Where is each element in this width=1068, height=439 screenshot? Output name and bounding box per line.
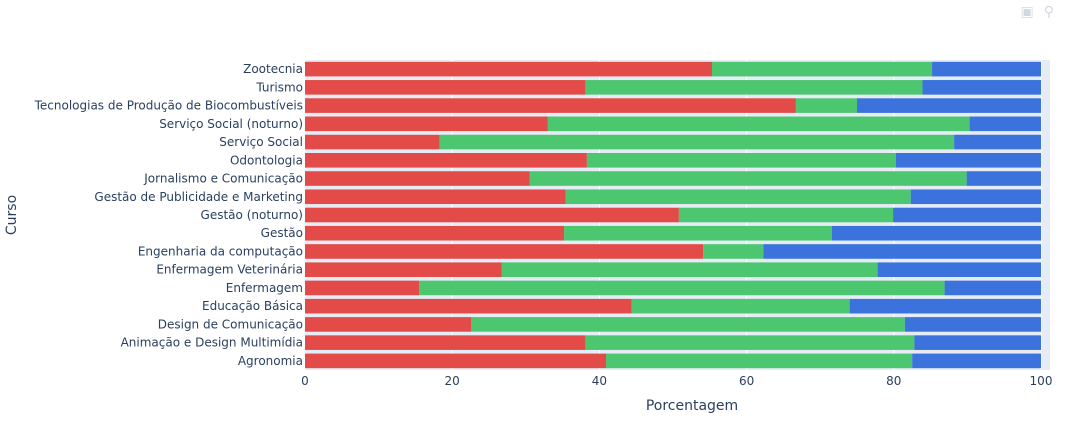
y-tick-label: Gestão (noturno)	[201, 208, 303, 222]
bar-segment	[305, 153, 587, 168]
x-axis-title: Porcentagem	[646, 398, 738, 414]
bar-segment	[857, 98, 1041, 113]
bar-segment	[893, 207, 1041, 223]
y-tick-label: Odontologia	[230, 153, 303, 167]
bar-segment	[849, 298, 1041, 314]
y-tick-label: Turismo	[255, 80, 303, 94]
y-tick-label: Engenharia da computação	[138, 244, 303, 258]
bar-segment	[922, 80, 1041, 95]
bar-segment	[305, 116, 548, 132]
y-tick-label: Gestão de Publicidade e Marketing	[94, 190, 303, 204]
bar-segment	[631, 298, 850, 314]
bar-segment	[795, 98, 857, 113]
y-tick-labels: Agronomia Animação e Design Multimídia Des…	[34, 62, 303, 368]
bar-segment	[419, 280, 945, 296]
bar-segment	[529, 171, 967, 186]
y-tick-label: Zootecnia	[243, 62, 303, 76]
y-tick-label: Enfermagem Veterinária	[156, 263, 303, 277]
bar-segment	[305, 225, 565, 241]
bar-segment	[471, 317, 905, 332]
bar-segment	[501, 262, 878, 277]
bar-segment	[896, 153, 1041, 168]
y-tick-label: Serviço Social (noturno)	[159, 117, 303, 131]
bar-segment	[305, 298, 632, 314]
bar-segment	[305, 98, 796, 113]
bar-segment	[763, 244, 1041, 259]
x-tick-label: 60	[739, 374, 754, 388]
x-tick-label: 100	[1030, 374, 1053, 388]
bar-segment	[305, 207, 679, 223]
modebar: ▣ ⚲	[1021, 4, 1055, 20]
bar-segment	[703, 244, 764, 259]
bar-segment	[305, 353, 607, 369]
bar-segment	[678, 207, 894, 223]
bar-segment	[912, 353, 1041, 369]
bar-segment	[305, 171, 530, 186]
bar-segment	[305, 317, 472, 332]
bar-segment	[305, 335, 586, 350]
x-tick-label: 20	[445, 374, 460, 388]
bar-segment	[606, 353, 913, 369]
bar-segment	[904, 317, 1041, 332]
bar-segment	[305, 262, 502, 277]
y-axis-title: Curso	[4, 195, 20, 235]
x-tick-label: 80	[886, 374, 901, 388]
y-tick-label: Gestão	[261, 226, 303, 240]
bar-segment	[305, 80, 586, 95]
bar-segment	[910, 189, 1041, 205]
bar-segment	[565, 189, 911, 205]
y-tick-label: Jornalismo e Comunicação	[143, 172, 303, 186]
bar-segment	[305, 134, 440, 150]
x-tick-label: 0	[301, 374, 309, 388]
camera-icon[interactable]: ▣	[1020, 4, 1034, 20]
bar-segment	[585, 335, 915, 350]
bar-segment	[305, 280, 420, 296]
bar-segment	[305, 244, 704, 259]
bar-segment	[547, 116, 970, 132]
bar-segment	[877, 262, 1041, 277]
x-tick-label: 40	[592, 374, 607, 388]
y-tick-label: Educação Básica	[202, 299, 303, 313]
y-tick-label: Agronomia	[238, 354, 303, 368]
bar-segment	[944, 280, 1041, 296]
x-tick-labels: 0 20 40 60 80 100	[301, 374, 1052, 388]
bar-segment	[564, 225, 832, 241]
bar-segment	[712, 61, 933, 77]
bar-segment	[831, 225, 1041, 241]
bar-segment	[439, 134, 955, 150]
y-tick-label: Design de Comunicação	[158, 317, 303, 331]
y-tick-label: Serviço Social	[219, 135, 303, 149]
bar-segment	[954, 134, 1041, 150]
bar-segment	[586, 153, 897, 168]
y-tick-label: Tecnologias de Produção de Biocombustíve…	[34, 99, 303, 113]
bar-segment	[585, 80, 923, 95]
bar-segment	[969, 116, 1041, 132]
bar-segment	[966, 171, 1041, 186]
y-tick-label: Enfermagem	[226, 281, 303, 295]
y-tick-label: Animação e Design Multimídia	[121, 336, 303, 350]
bars	[305, 61, 1041, 369]
bar-segment	[932, 61, 1041, 77]
bar-segment	[305, 189, 566, 205]
bar-segment	[305, 61, 713, 77]
bar-segment	[914, 335, 1041, 350]
zoom-icon[interactable]: ⚲	[1043, 4, 1054, 20]
